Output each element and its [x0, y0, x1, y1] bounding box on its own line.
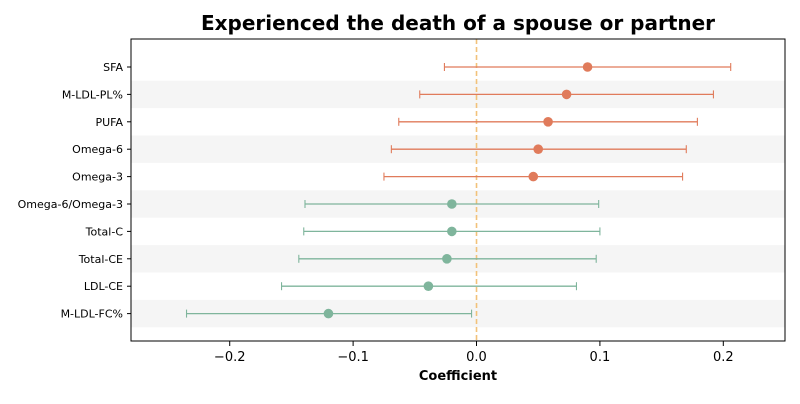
y-tick-label: Total-C — [85, 225, 124, 238]
y-tick-label: M-LDL-PL% — [62, 88, 123, 101]
estimate-point — [323, 308, 334, 319]
y-tick-label: PUFA — [95, 116, 123, 129]
estimate-point — [582, 62, 593, 72]
estimate-point — [442, 253, 452, 264]
estimate-point — [447, 226, 457, 237]
y-tick-label: Omega-6/Omega-3 — [18, 198, 123, 211]
estimate-point — [543, 117, 553, 127]
y-tick-label: M-LDL-FC% — [61, 308, 123, 321]
x-tick-label: −0.2 — [214, 350, 246, 365]
x-tick-label: −0.1 — [337, 350, 369, 365]
chart-title: Experienced the death of a spouse or par… — [201, 11, 715, 35]
estimate-point — [533, 144, 544, 154]
x-tick-label: 0.1 — [590, 350, 611, 365]
y-tick-label: Total-CE — [78, 253, 123, 266]
x-tick-label: 0.0 — [466, 350, 487, 365]
plot-frame — [130, 38, 786, 342]
y-tick-label: LDL-CE — [84, 280, 123, 293]
x-tick-label: 0.2 — [713, 350, 734, 365]
estimate-point — [447, 199, 457, 209]
estimate-point — [423, 281, 434, 292]
x-axis-label: Coefficient — [419, 369, 497, 384]
y-tick-label: Omega-3 — [72, 171, 123, 184]
y-tick-label: Omega-6 — [72, 143, 123, 156]
estimate-point — [561, 89, 572, 100]
y-tick-label: SFA — [103, 61, 123, 74]
estimate-point — [528, 171, 539, 182]
